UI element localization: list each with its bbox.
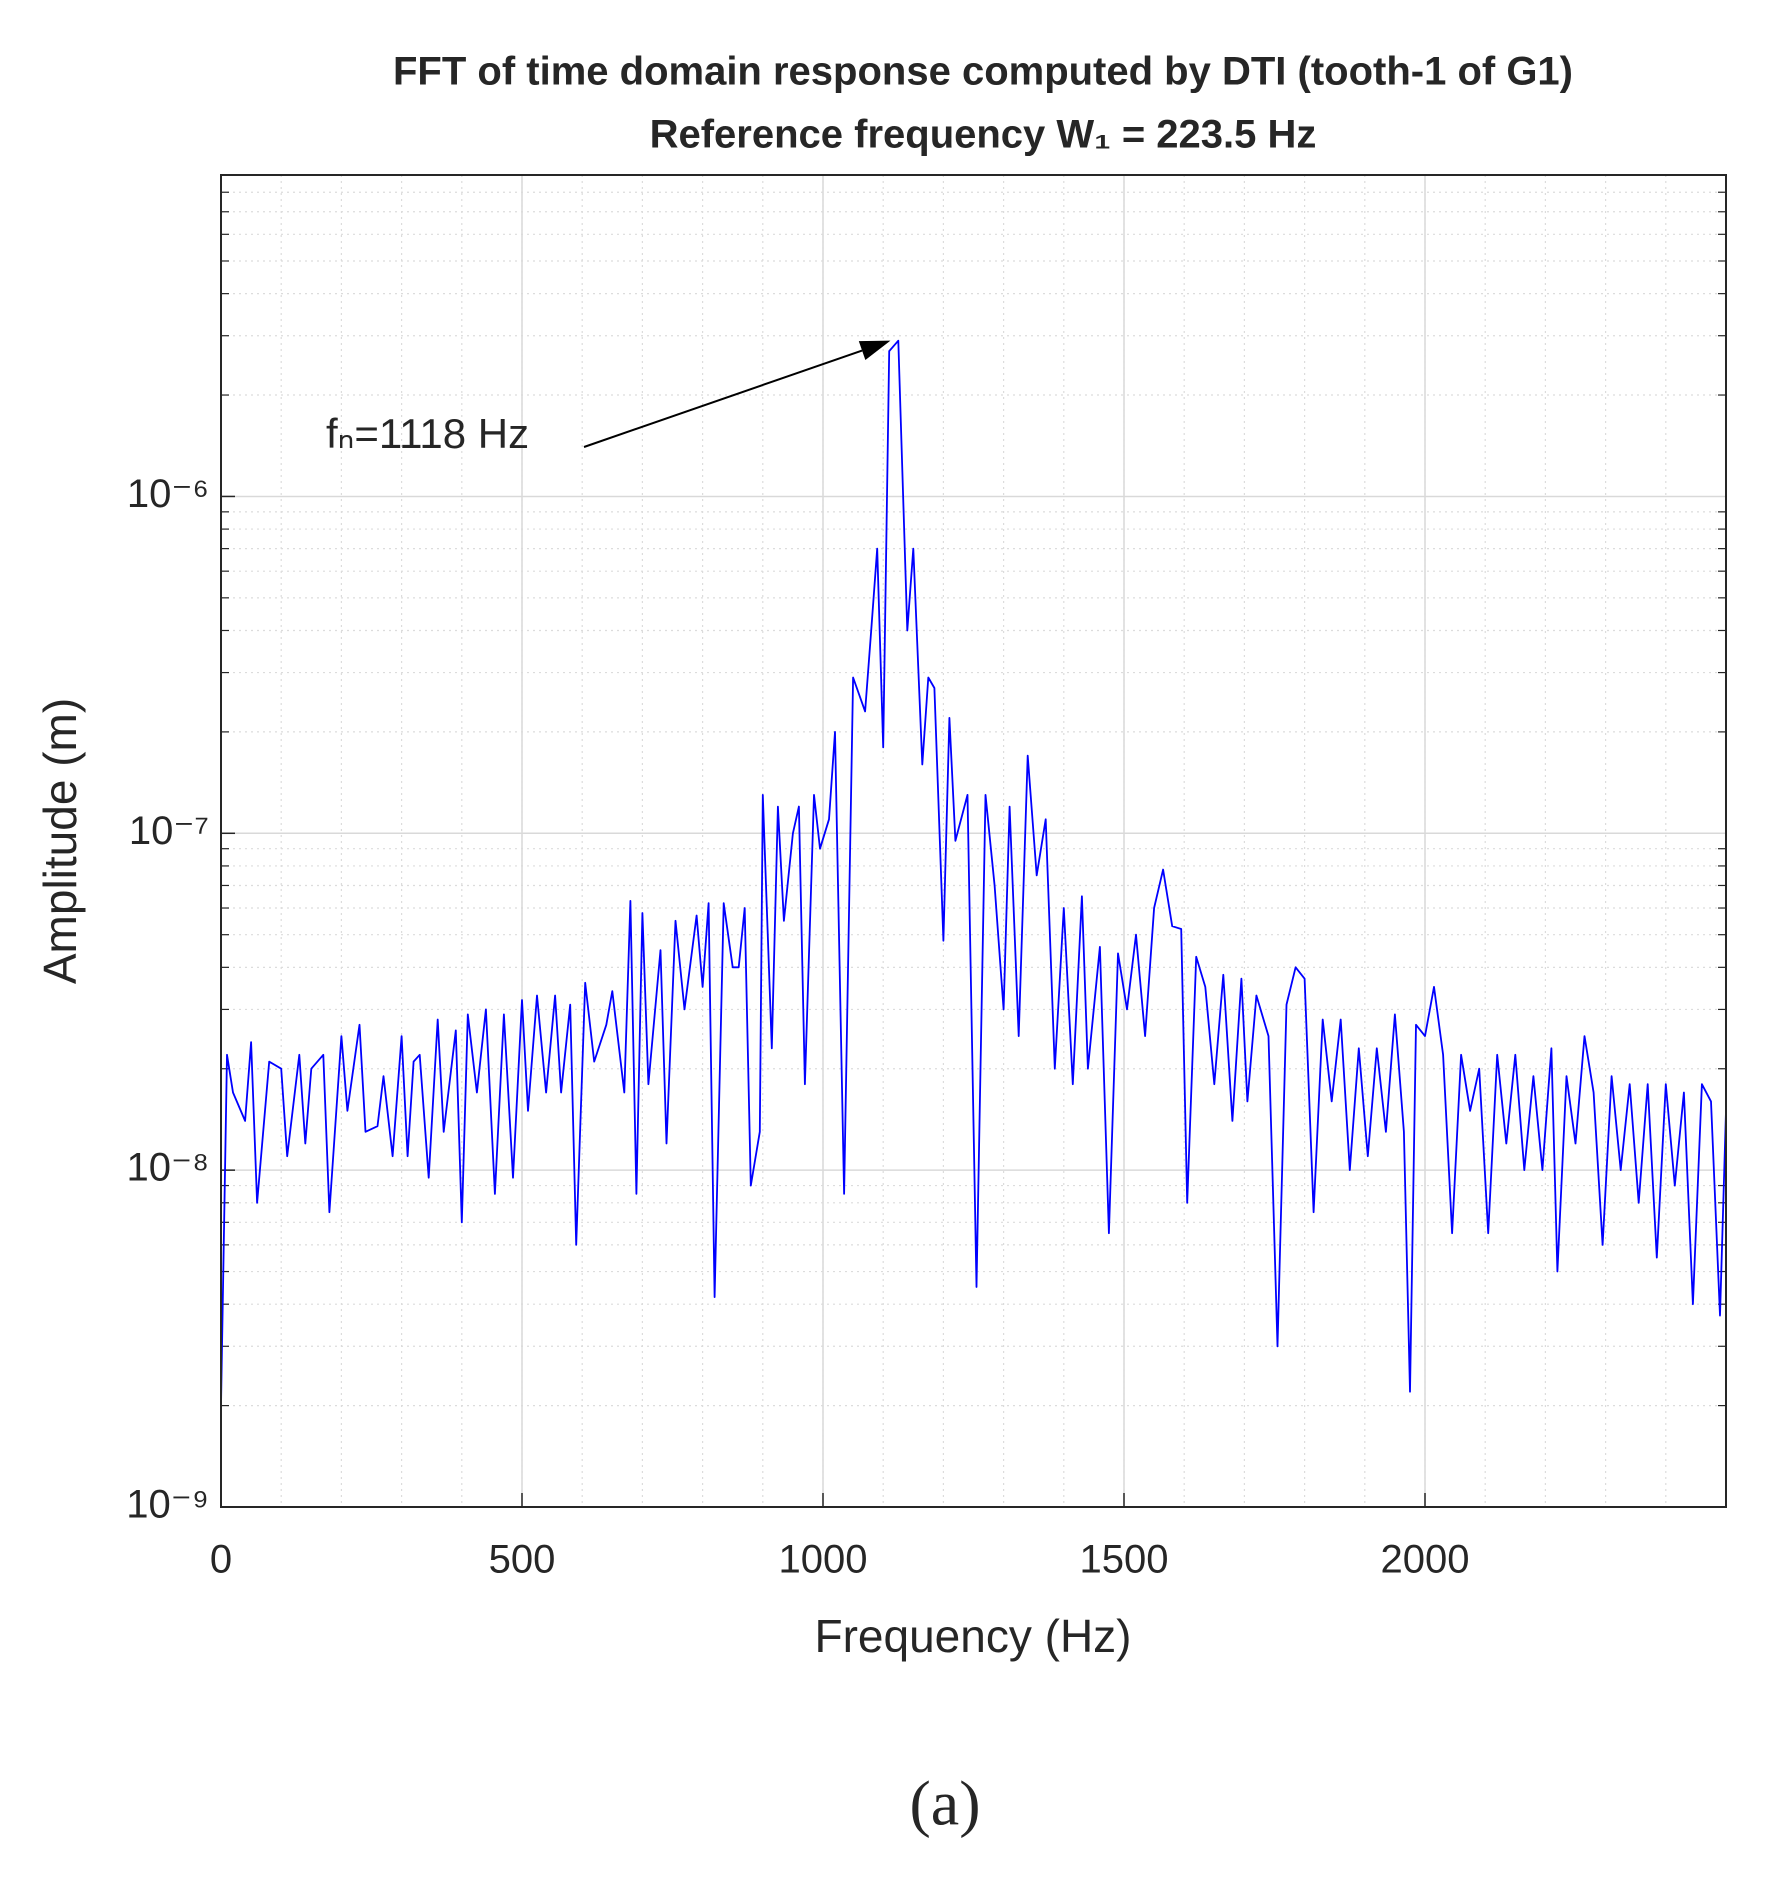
annotation-text: fₙ=1118 Hz xyxy=(326,410,529,457)
y-tick-label: 10⁻⁸ xyxy=(127,1146,209,1190)
chart-title: FFT of time domain response computed by … xyxy=(393,50,1573,94)
y-tick-label: 10⁻⁶ xyxy=(127,472,209,516)
x-tick-label: 0 xyxy=(210,1538,232,1582)
chart-subtitle: Reference frequency W₁ = 223.5 Hz xyxy=(650,113,1317,157)
y-axis-label: Amplitude (m) xyxy=(34,698,86,984)
plot-area xyxy=(221,175,1726,1507)
x-tick-label: 500 xyxy=(489,1538,556,1582)
axes-box xyxy=(220,174,1727,1508)
x-tick-label: 1500 xyxy=(1080,1538,1169,1582)
y-tick-label: 10⁻⁷ xyxy=(129,809,209,853)
annotation-arrow xyxy=(583,349,863,448)
x-tick-label: 2000 xyxy=(1381,1538,1470,1582)
y-tick-label: 10⁻⁹ xyxy=(126,1483,209,1527)
data-line xyxy=(220,339,1727,1406)
caption: (a) xyxy=(909,1768,980,1839)
x-axis-label: Frequency (Hz) xyxy=(815,1610,1132,1662)
annotation-arrowhead xyxy=(858,340,891,360)
x-tick-label: 1000 xyxy=(779,1538,868,1582)
